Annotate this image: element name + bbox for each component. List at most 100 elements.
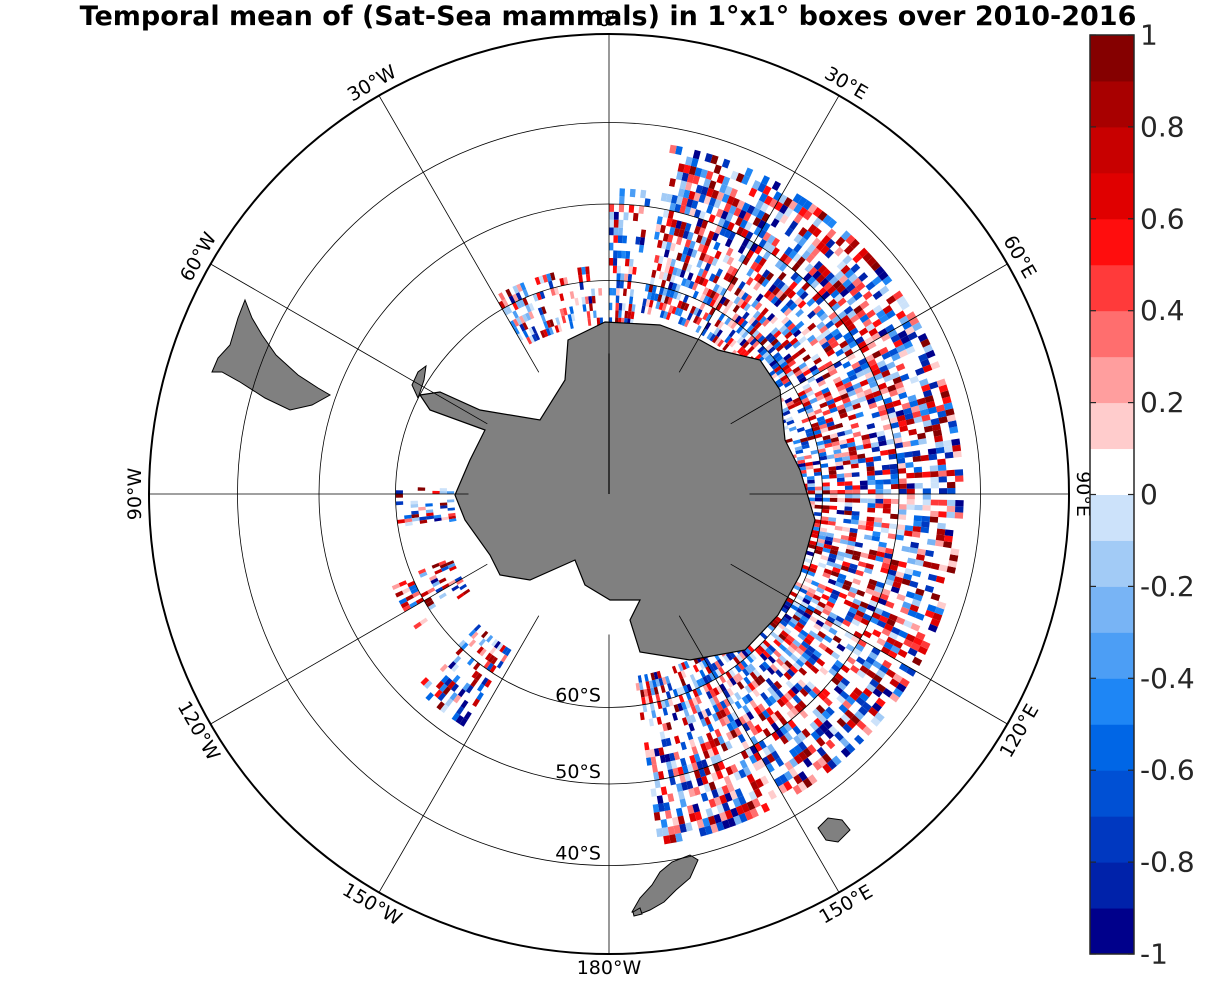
- data-cell: [735, 805, 745, 816]
- data-cell: [757, 182, 767, 193]
- data-cell: [467, 657, 475, 666]
- data-cell: [920, 640, 931, 650]
- data-cell: [473, 662, 481, 671]
- data-cell: [455, 647, 464, 656]
- data-cell: [415, 597, 425, 605]
- data-cell: [823, 281, 833, 291]
- data-cell: [405, 594, 414, 602]
- data-cell: [751, 180, 761, 190]
- data-cell: [815, 296, 825, 306]
- data-cell: [613, 219, 619, 228]
- data-cell: [712, 704, 720, 713]
- data-cell: [752, 761, 762, 772]
- data-cell: [585, 273, 591, 282]
- data-cell: [425, 509, 434, 514]
- data-cell: [888, 389, 899, 397]
- data-cell: [738, 724, 747, 734]
- data-cell: [862, 687, 873, 698]
- data-cell: [805, 407, 814, 414]
- data-cell: [930, 499, 939, 506]
- data-cell: [696, 777, 704, 787]
- data-cell: [828, 470, 837, 475]
- data-cell: [662, 707, 669, 716]
- data-cell: [827, 298, 838, 308]
- data-cell: [827, 578, 837, 586]
- data-cell: [745, 276, 754, 286]
- data-cell: [780, 630, 789, 638]
- data-cell: [697, 268, 705, 277]
- data-cell: [792, 584, 801, 591]
- data-cell: [437, 692, 447, 702]
- data-cell: [816, 586, 825, 594]
- data-cell: [451, 712, 460, 722]
- data-cell: [780, 695, 789, 705]
- data-cell: [783, 256, 793, 266]
- data-cell: [896, 414, 906, 422]
- data-cell: [700, 742, 708, 752]
- data-cell: [882, 423, 892, 431]
- data-cell: [662, 272, 669, 281]
- data-cell: [887, 448, 897, 455]
- data-cell: [837, 551, 846, 557]
- data-cell: [819, 455, 828, 461]
- data-cell: [675, 807, 684, 817]
- data-cell: [919, 408, 930, 417]
- data-cell: [710, 772, 719, 782]
- data-cell: [695, 234, 703, 244]
- data-cell: [873, 372, 884, 381]
- data-cell: [929, 516, 939, 523]
- data-cell: [664, 810, 672, 819]
- data-cell: [901, 578, 911, 586]
- data-cell: [757, 645, 766, 653]
- data-cell: [797, 731, 807, 742]
- map-boundary: [148, 33, 1070, 955]
- data-cell: [678, 229, 685, 238]
- data-cell: [751, 319, 759, 328]
- data-cell: [955, 506, 964, 513]
- data-cell: [766, 715, 775, 726]
- data-cell: [658, 255, 664, 264]
- data-cell: [866, 516, 875, 522]
- data-cell: [831, 755, 842, 766]
- data-cell: [660, 685, 666, 693]
- data-cell: [934, 398, 944, 407]
- data-cell: [688, 788, 696, 798]
- data-cell: [828, 311, 838, 321]
- data-cell: [779, 754, 789, 764]
- data-cell: [457, 688, 466, 698]
- data-cell: [726, 221, 735, 232]
- data-cell: [430, 577, 439, 585]
- data-cell: [545, 328, 552, 336]
- data-cell: [813, 429, 822, 436]
- data-cell: [922, 560, 932, 569]
- data-cell: [783, 197, 793, 208]
- data-cell: [674, 307, 681, 316]
- data-cell: [741, 175, 750, 185]
- data-cell: [702, 817, 711, 827]
- data-cell: [806, 276, 816, 286]
- data-cell: [688, 165, 697, 176]
- data-cell: [833, 293, 844, 303]
- data-cell: [909, 580, 919, 589]
- data-cell: [847, 389, 857, 397]
- data-cell: [808, 543, 817, 550]
- data-cell: [554, 325, 560, 333]
- data-cell: [875, 399, 885, 407]
- data-cell: [627, 281, 632, 290]
- data-cell: [825, 320, 835, 329]
- data-cell: [807, 203, 818, 214]
- data-cell: [766, 666, 776, 675]
- data-cell: [462, 588, 471, 596]
- data-cell: [778, 262, 788, 272]
- data-cell: [814, 497, 823, 502]
- data-cell: [713, 164, 722, 175]
- data-cell: [662, 233, 669, 242]
- data-cell: [849, 586, 858, 594]
- data-cell: [915, 631, 926, 641]
- data-cell: [843, 401, 853, 409]
- data-cell: [765, 706, 775, 716]
- data-cell: [817, 583, 827, 590]
- data-cell: [821, 710, 831, 720]
- data-cell: [685, 263, 693, 273]
- data-cell: [696, 218, 704, 228]
